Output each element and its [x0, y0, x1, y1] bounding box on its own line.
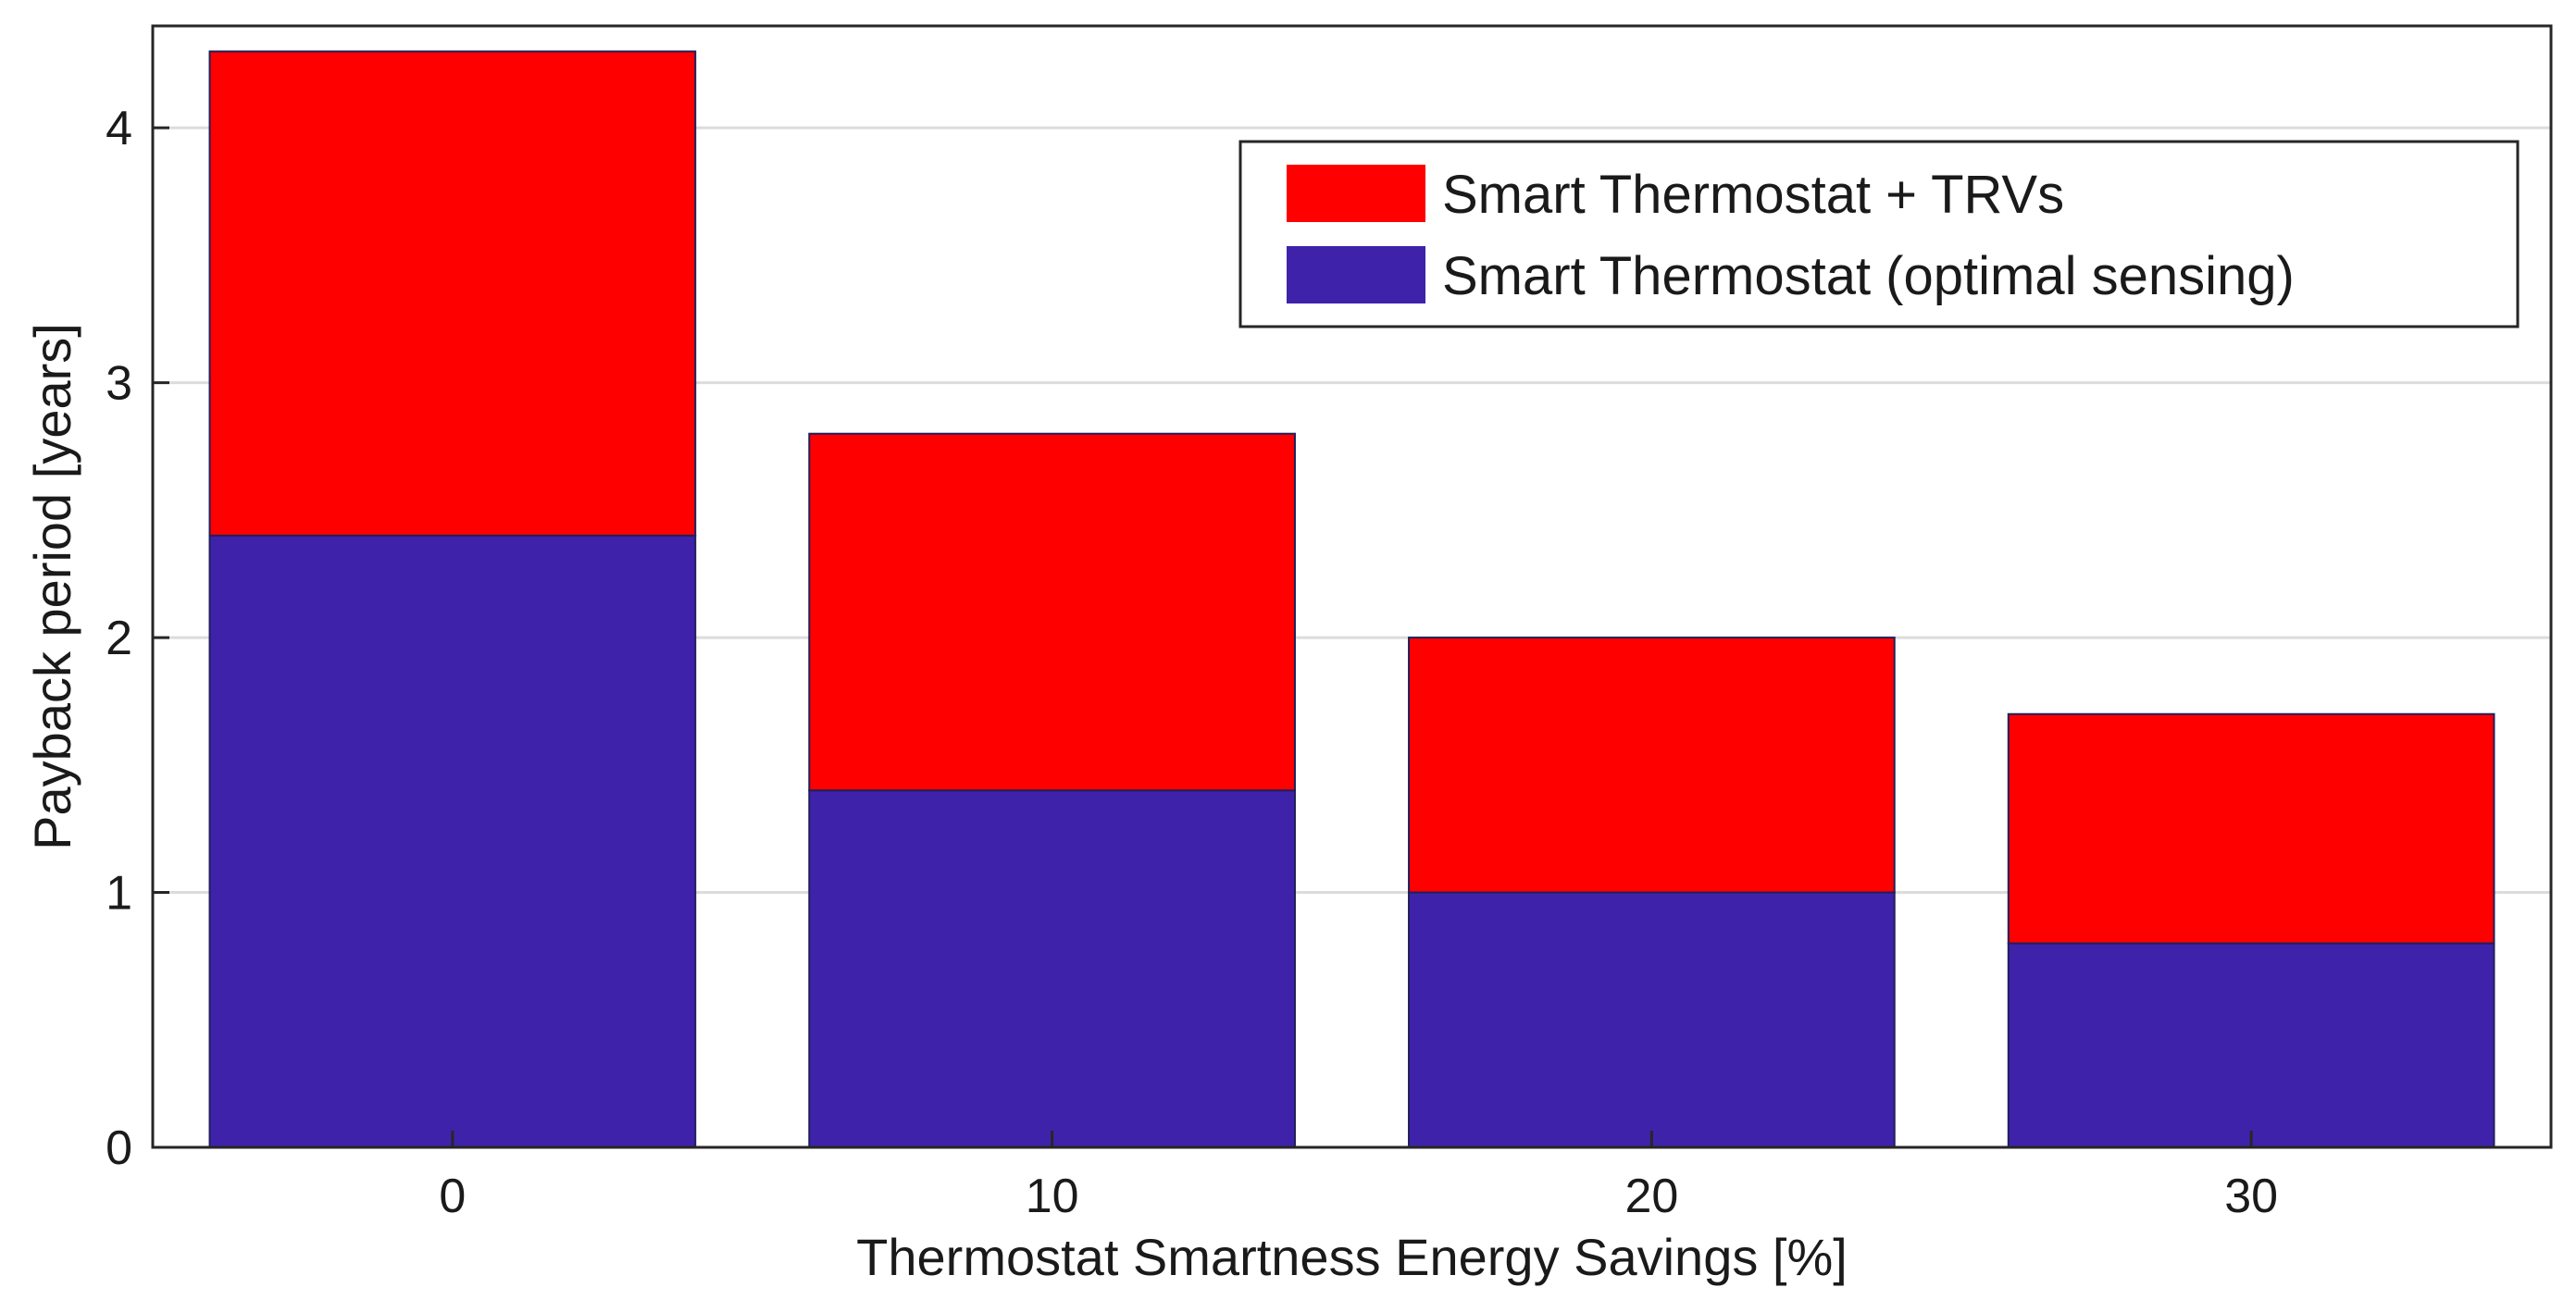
bar-trvs-30 [2007, 712, 2495, 945]
bar-optimal-sensing-0 [208, 534, 697, 1148]
bar-trvs-0 [208, 50, 697, 537]
bar-trvs-10 [808, 432, 1296, 792]
x-tick-label: 20 [1624, 1170, 1678, 1223]
y-tick-label: 3 [106, 357, 132, 411]
bar-trvs-20 [1408, 637, 1896, 894]
bar-optimal-sensing-10 [808, 789, 1296, 1148]
legend-swatch-optimal-sensing [1287, 246, 1425, 303]
x-tick-label: 0 [439, 1170, 466, 1223]
y-axis-label: Payback period [years] [23, 323, 81, 850]
x-axis-label: Thermostat Smartness Energy Savings [%] [856, 1228, 1848, 1286]
plot-frame [151, 24, 2553, 1149]
y-tick-label: 1 [106, 867, 132, 921]
y-tick-label: 2 [106, 612, 132, 665]
legend-entry-trvs: Smart Thermostat + TRVs [1442, 165, 2064, 225]
bars [208, 50, 2495, 1149]
bar-optimal-sensing-30 [2007, 942, 2495, 1148]
y-tick-label: 0 [106, 1121, 132, 1175]
x-tick-label: 10 [1026, 1170, 1079, 1223]
x-axis-ticks: 0 10 20 30 [439, 1131, 2278, 1223]
bar-optimal-sensing-20 [1408, 891, 1896, 1149]
x-tick-label: 30 [2224, 1170, 2278, 1223]
y-tick-label: 4 [106, 102, 132, 155]
legend: Smart Thermostat + TRVs Smart Thermostat… [1238, 140, 2520, 328]
legend-entry-optimal-sensing: Smart Thermostat (optimal sensing) [1442, 246, 2295, 306]
y-axis-ticks: 0 1 2 3 4 [106, 102, 169, 1175]
legend-box [1238, 140, 2520, 328]
legend-swatch-trvs [1287, 165, 1425, 222]
